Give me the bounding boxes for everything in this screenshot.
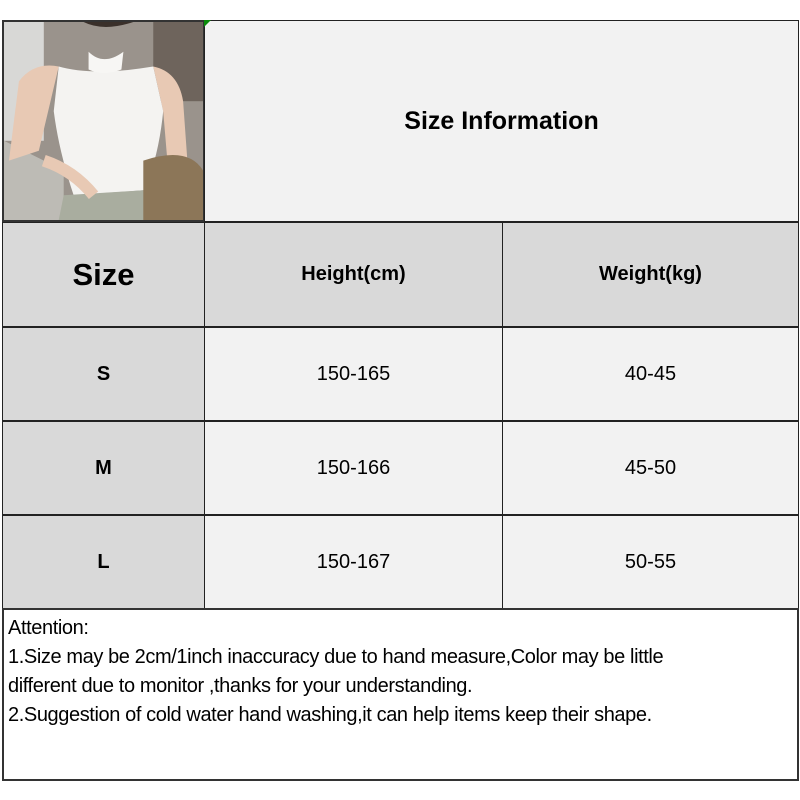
header-size: Size — [2, 222, 205, 327]
note-line: different due to monitor ,thanks for you… — [8, 675, 473, 697]
row-weight: 45-50 — [502, 421, 799, 515]
row-height: 150-165 — [204, 327, 503, 421]
attention-notes: Attention: 1.Size may be 2cm/1inch inacc… — [2, 608, 799, 781]
cell-corner-marker — [204, 20, 211, 27]
row-height: 150-166 — [204, 421, 503, 515]
note-line: 2.Suggestion of cold water hand washing,… — [8, 704, 652, 726]
note-line: 1.Size may be 2cm/1inch inaccuracy due t… — [8, 646, 664, 668]
header-height: Height(cm) — [204, 222, 503, 327]
product-photo — [2, 20, 205, 222]
row-height: 150-167 — [204, 515, 503, 609]
header-weight: Weight(kg) — [502, 222, 799, 327]
model-wearing-white-tank-top-image — [4, 22, 203, 220]
notes-heading: Attention: — [8, 617, 89, 639]
row-size: S — [2, 327, 205, 421]
row-size: M — [2, 421, 205, 515]
row-weight: 40-45 — [502, 327, 799, 421]
chart-title: Size Information — [204, 20, 799, 222]
row-weight: 50-55 — [502, 515, 799, 609]
row-size: L — [2, 515, 205, 609]
